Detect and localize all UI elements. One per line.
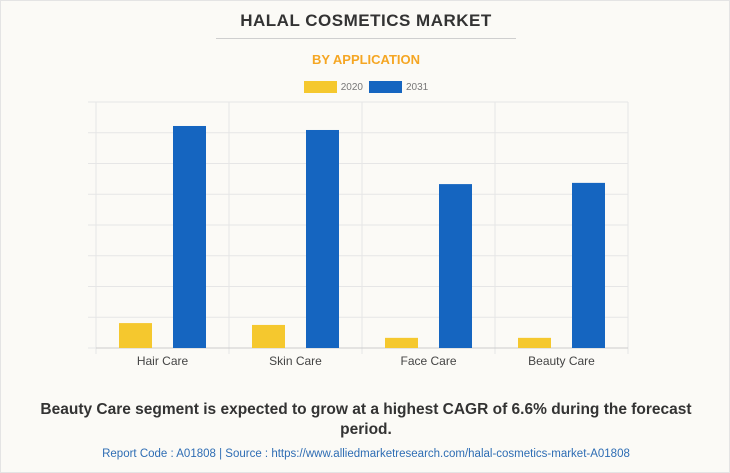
x-tick-label: Skin Care: [269, 354, 322, 368]
title-divider: [216, 38, 516, 39]
bar-2031-face-care: [439, 184, 472, 348]
legend-item-2031[interactable]: 2031: [369, 81, 428, 93]
bar-2031-beauty-care: [572, 182, 605, 348]
legend-item-2020[interactable]: 2020: [303, 81, 363, 93]
bar-2031-skin-care: [306, 129, 339, 348]
source-footer[interactable]: Report Code : A01808 | Source : https://…: [102, 448, 630, 460]
x-tick-label: Beauty Care: [528, 354, 595, 368]
chart-subtitle: BY APPLICATION: [311, 52, 421, 67]
chart-title: HALAL COSMETICS MARKET: [240, 11, 492, 30]
bar-2020-face-care: [385, 337, 418, 348]
legend-swatch: [369, 81, 402, 93]
bar-2020-skin-care: [252, 324, 285, 348]
bar-2020-hair-care: [119, 323, 152, 348]
legend-label: 2020: [340, 81, 363, 93]
bar-chart: Hair Care Skin Care Face Care Beauty Care: [88, 101, 629, 368]
bar-2020-beauty-care: [518, 337, 551, 348]
x-tick-label: Hair Care: [137, 354, 189, 368]
bar-2031-hair-care: [173, 125, 206, 348]
insight-note: Beauty Care segment is expected to grow …: [40, 401, 692, 438]
legend-label: 2031: [406, 81, 429, 93]
legend-swatch: [303, 81, 337, 93]
x-tick-label: Face Care: [400, 354, 456, 368]
legend: 2020 2031: [1, 81, 730, 93]
